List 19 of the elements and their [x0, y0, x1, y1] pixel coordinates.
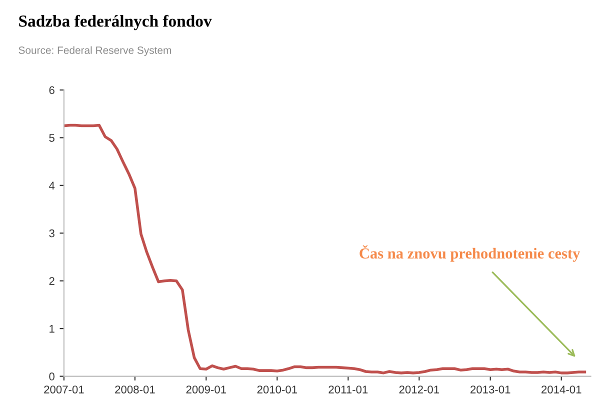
annotation: Čas na znovu prehodnotenie cesty [360, 245, 580, 262]
chart-title: Sadzba federálnych fondov [19, 14, 212, 30]
x-tick-label: 2013-01 [470, 386, 510, 394]
x-tick-label: 2007-01 [44, 386, 84, 394]
y-tick-label: 0 [49, 372, 54, 380]
y-tick-label: 3 [49, 229, 54, 238]
x-tick-label: 2014-01 [542, 386, 582, 394]
y-tick-label: 5 [49, 134, 54, 142]
x-tick-label: 2011-01 [328, 386, 368, 394]
x-tick-label: 2012-01 [399, 386, 440, 394]
line-series [64, 124, 586, 374]
source-note: Source: Federal Reserve System [18, 46, 171, 56]
x-tick-label: 2010-01 [257, 386, 297, 394]
y-tick-label: 1 [50, 324, 54, 333]
y-tick-label: 6 [49, 86, 54, 94]
x-tick-label: 2009-01 [186, 386, 226, 394]
y-tick-label: 4 [48, 182, 55, 190]
y-tick-label: 2 [49, 277, 54, 285]
x-tick-label: 2008-01 [115, 386, 155, 394]
